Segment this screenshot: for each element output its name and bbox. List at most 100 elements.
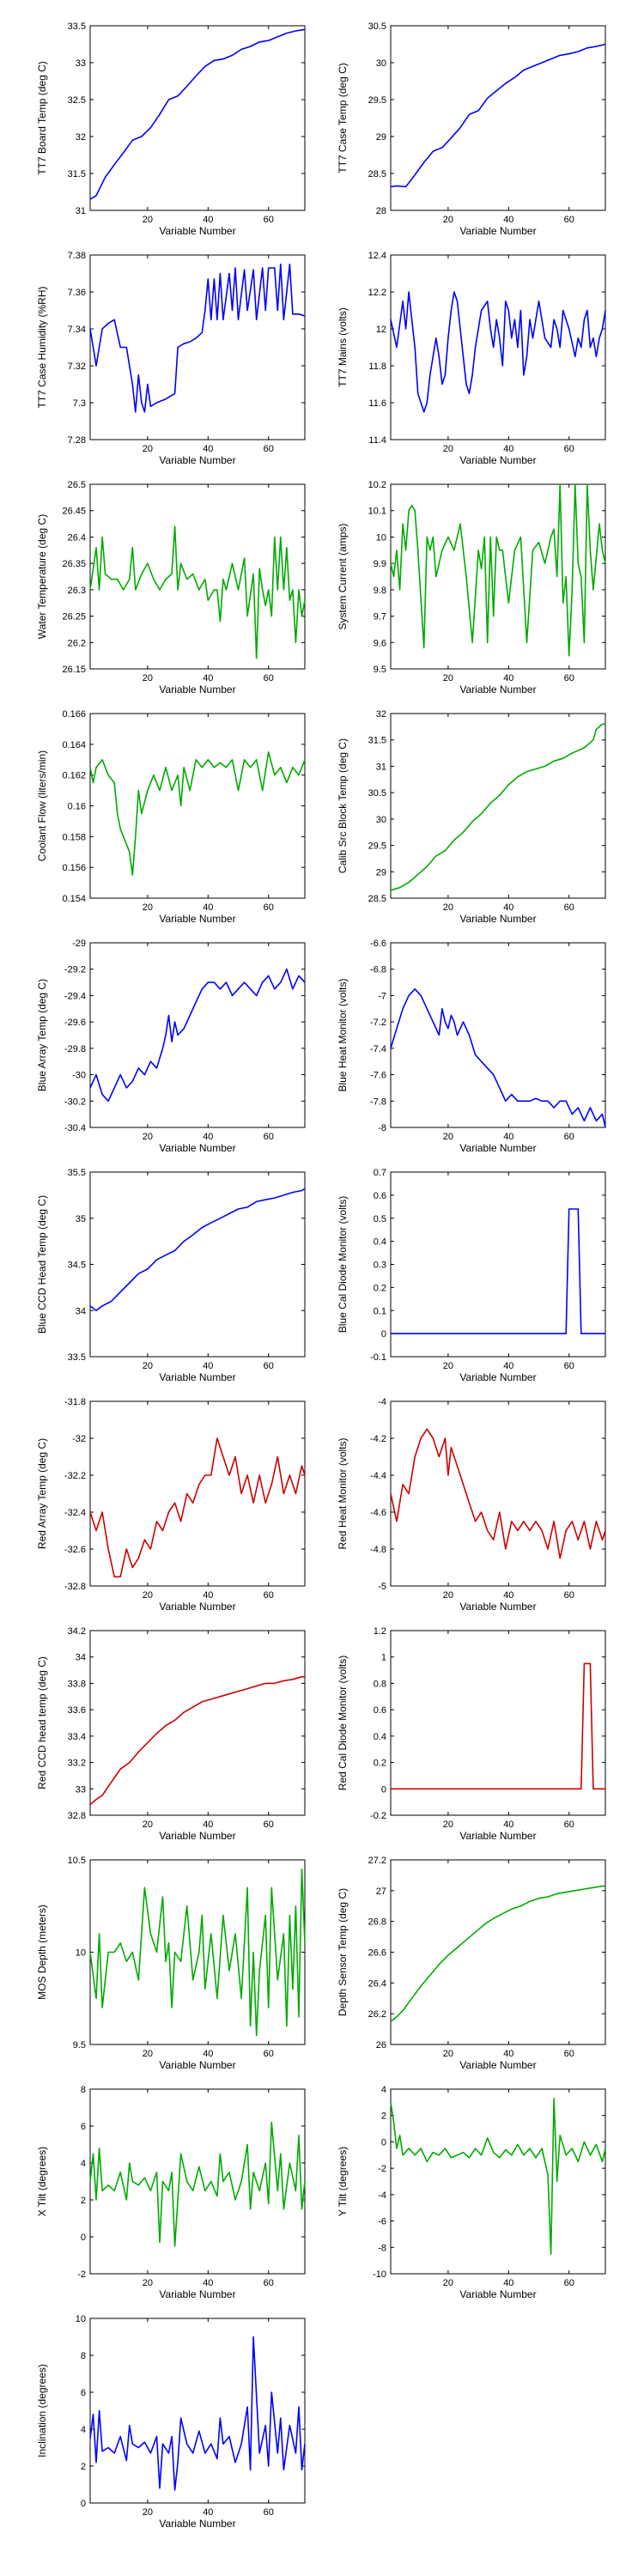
series-line — [89, 1868, 306, 2037]
y-tick-label: 26.35 — [62, 559, 86, 569]
y-tick-label: 10 — [76, 2314, 86, 2324]
y-tick-label: 30.5 — [368, 788, 386, 799]
y-axis-label: TT7 Board Temp (deg C) — [36, 61, 48, 175]
x-tick-label: 60 — [264, 444, 274, 454]
x-tick-label: 60 — [264, 673, 274, 683]
x-tick-label: 20 — [143, 1132, 153, 1142]
series-line — [390, 291, 606, 413]
y-tick-label: 32 — [76, 132, 86, 143]
y-axis-label: System Current (amps) — [337, 523, 349, 629]
x-tick-label: 40 — [203, 902, 213, 913]
y-tick-label: -6.6 — [370, 939, 386, 949]
y-tick-label: 0.7 — [374, 1168, 386, 1178]
y-tick-label: 0 — [81, 2499, 86, 2509]
x-tick-label: 20 — [143, 1361, 153, 1371]
x-axis-label: Variable Number — [159, 1142, 235, 1154]
y-axis-label: Red Cal Diode Monitor (volts) — [337, 1656, 349, 1790]
y-tick-label: -31.8 — [64, 1397, 86, 1407]
x-axis-label: Variable Number — [159, 1830, 235, 1842]
chart-panel-21: 0 2 4 6 8 10 20 40 60 Variable Number Inclination … — [36, 2314, 306, 2530]
y-tick-label: 7.3 — [73, 398, 86, 409]
x-tick-label: 40 — [503, 1590, 513, 1601]
x-tick-label: 20 — [443, 215, 453, 225]
x-tick-label: 20 — [443, 1132, 453, 1142]
y-tick-label: 7.36 — [68, 288, 86, 298]
y-tick-label: 26.8 — [368, 1917, 386, 1928]
y-tick-label: 7.32 — [68, 361, 86, 372]
y-tick-label: 0 — [381, 2137, 386, 2148]
y-tick-label: 28.5 — [368, 169, 386, 179]
y-tick-label: 0.164 — [62, 740, 86, 750]
y-tick-label: 0.4 — [374, 1237, 386, 1248]
x-tick-label: 40 — [203, 2049, 213, 2059]
y-tick-label: -0.1 — [370, 1352, 386, 1363]
y-tick-label: 33 — [76, 1784, 86, 1795]
y-tick-label: -4.6 — [370, 1508, 386, 1518]
x-tick-label: 40 — [503, 673, 513, 683]
y-tick-label: 33.5 — [68, 1352, 86, 1363]
x-tick-label: 60 — [564, 2278, 574, 2288]
y-tick-label: -29.8 — [64, 1044, 86, 1054]
y-tick-label: -29.4 — [64, 991, 86, 1001]
y-tick-label: 32.5 — [68, 95, 86, 106]
y-tick-label: -32.6 — [64, 1545, 86, 1555]
plot-frame — [89, 1400, 306, 1587]
plot-frame — [89, 1630, 306, 1816]
chart-panel-18: 26 26.2 26.4 26.6 26.8 27 27.2 20 40 60 Variable N… — [337, 1856, 606, 2071]
plot-frame — [89, 483, 306, 670]
chart-panel-5: 26.15 26.2 26.25 26.3 26.35 26.4 26.45 26.5 20 40… — [36, 480, 306, 696]
x-tick-label: 20 — [143, 215, 153, 225]
series-line — [89, 750, 306, 876]
y-tick-label: -4.2 — [370, 1434, 386, 1444]
y-tick-label: 4 — [81, 2159, 86, 2169]
x-tick-label: 60 — [564, 1820, 574, 1830]
y-tick-label: 35.5 — [68, 1168, 86, 1178]
x-tick-label: 60 — [564, 2049, 574, 2059]
chart-panel-13: -32.8 -32.6 -32.4 -32.2 -32 -31.8 20 40 60 Variab… — [36, 1397, 306, 1613]
y-tick-label: 7.28 — [68, 435, 86, 446]
y-tick-label: 11.8 — [368, 361, 386, 372]
plot-frame — [89, 2318, 306, 2504]
chart-panel-8: 28.5 29 29.5 30 30.5 31 31.5 32 20 40 60 Variable N… — [337, 709, 606, 925]
x-axis-label: Variable Number — [159, 913, 235, 925]
y-tick-label: 0.4 — [374, 1732, 386, 1742]
y-tick-label: 27 — [376, 1886, 386, 1897]
y-tick-label: 0 — [81, 2233, 86, 2243]
series-line — [390, 1428, 606, 1559]
x-axis-label: Variable Number — [159, 2288, 235, 2300]
y-tick-label: 2 — [81, 2462, 86, 2472]
y-tick-label: 28.5 — [368, 894, 386, 904]
x-axis-label: Variable Number — [159, 2059, 235, 2071]
y-tick-label: 10.2 — [368, 480, 386, 490]
x-tick-label: 40 — [203, 2507, 213, 2518]
x-axis-label: Variable Number — [459, 225, 536, 237]
chart-panel-3: 7.28 7.3 7.32 7.34 7.36 7.38 20 40 60 Variable Nu… — [36, 251, 306, 466]
y-axis-label: Red Array Temp (deg C) — [36, 1438, 48, 1549]
y-tick-label: 0.154 — [62, 894, 86, 904]
x-axis-label: Variable Number — [459, 1830, 536, 1842]
y-tick-label: 1.2 — [374, 1626, 386, 1637]
y-tick-label: 33.4 — [68, 1732, 86, 1742]
x-tick-label: 60 — [264, 1590, 274, 1601]
y-tick-label: 33.2 — [68, 1759, 86, 1769]
plot-frame — [89, 1859, 306, 2045]
y-axis-label: Blue Cal Diode Monitor (volts) — [337, 1196, 349, 1333]
y-tick-label: 26.45 — [62, 507, 86, 517]
y-tick-label: 8 — [81, 2351, 86, 2361]
x-tick-label: 40 — [203, 673, 213, 683]
x-tick-label: 60 — [264, 2507, 274, 2518]
y-axis-label: Blue Array Temp (deg C) — [36, 979, 48, 1091]
chart-panel-1: 31 31.5 32 32.5 33 33.5 20 40 60 Variable Number T… — [36, 21, 306, 237]
x-axis-label: Variable Number — [459, 1142, 536, 1154]
y-axis-label: MOS Depth (meters) — [36, 1905, 48, 2000]
series-line — [89, 1188, 306, 1312]
y-tick-label: 6 — [81, 2122, 86, 2132]
chart-panel-15: 32.8 33 33.2 33.4 33.6 33.8 34 34.2 20 40 60 Variab… — [36, 1626, 306, 1842]
y-axis-label: Y Tilt (degrees) — [337, 2147, 349, 2216]
x-axis-label: Variable Number — [159, 1601, 235, 1613]
y-tick-label: 26.2 — [368, 2009, 386, 2020]
y-tick-label: 12 — [376, 325, 386, 335]
y-tick-label: 0.2 — [374, 1283, 386, 1293]
y-tick-label: -4.4 — [370, 1471, 386, 1481]
